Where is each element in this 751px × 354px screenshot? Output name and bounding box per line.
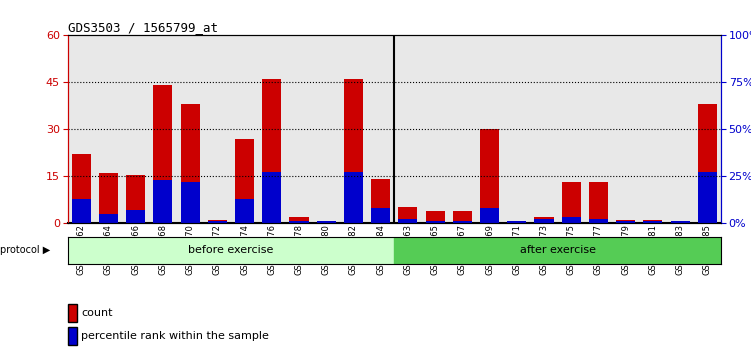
- Bar: [398, 207, 418, 223]
- Bar: [180, 182, 200, 223]
- Bar: [371, 208, 391, 223]
- Bar: [99, 173, 118, 223]
- Bar: [289, 221, 309, 223]
- Bar: [644, 221, 662, 223]
- Bar: [562, 217, 581, 223]
- Bar: [208, 220, 227, 223]
- Bar: [371, 179, 391, 223]
- Bar: [71, 199, 91, 223]
- Bar: [616, 221, 635, 223]
- Bar: [126, 210, 145, 223]
- Bar: [398, 219, 418, 223]
- Bar: [671, 222, 689, 223]
- Bar: [208, 221, 227, 223]
- Bar: [426, 221, 445, 223]
- Text: after exercise: after exercise: [520, 245, 596, 256]
- Bar: [698, 104, 717, 223]
- Text: GDS3503 / 1565799_at: GDS3503 / 1565799_at: [68, 21, 218, 34]
- Bar: [99, 214, 118, 223]
- Bar: [535, 219, 553, 223]
- Bar: [480, 129, 499, 223]
- Bar: [68, 237, 394, 264]
- Bar: [126, 175, 145, 223]
- Bar: [507, 222, 526, 223]
- Bar: [344, 172, 363, 223]
- Text: percentile rank within the sample: percentile rank within the sample: [81, 331, 269, 341]
- Bar: [453, 221, 472, 223]
- Bar: [480, 208, 499, 223]
- Bar: [589, 182, 608, 223]
- Bar: [235, 199, 254, 223]
- Bar: [453, 211, 472, 223]
- Bar: [562, 182, 581, 223]
- Bar: [71, 154, 91, 223]
- Text: protocol ▶: protocol ▶: [0, 245, 50, 255]
- Bar: [262, 172, 282, 223]
- Bar: [671, 221, 689, 223]
- Text: before exercise: before exercise: [189, 245, 273, 256]
- Bar: [698, 172, 717, 223]
- Bar: [394, 237, 721, 264]
- Bar: [426, 211, 445, 223]
- Bar: [235, 139, 254, 223]
- Bar: [180, 104, 200, 223]
- Bar: [317, 222, 336, 223]
- Bar: [616, 220, 635, 223]
- Bar: [535, 217, 553, 223]
- Text: count: count: [81, 308, 113, 318]
- Bar: [262, 79, 282, 223]
- Bar: [344, 79, 363, 223]
- Bar: [589, 219, 608, 223]
- Bar: [317, 221, 336, 223]
- Bar: [507, 221, 526, 223]
- Bar: [644, 220, 662, 223]
- Bar: [153, 85, 173, 223]
- Bar: [289, 217, 309, 223]
- Bar: [153, 180, 173, 223]
